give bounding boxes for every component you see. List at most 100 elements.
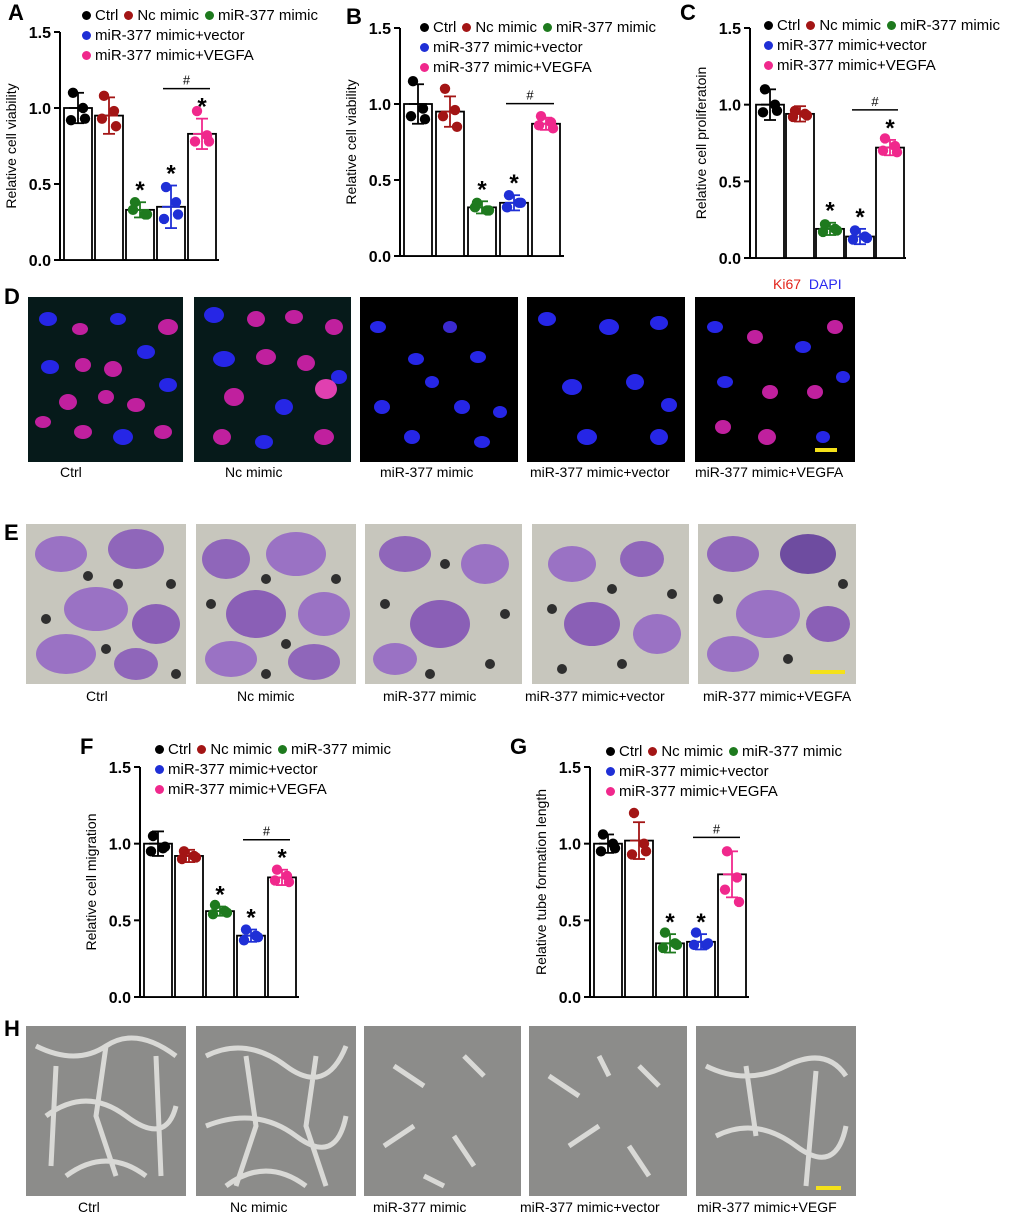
data-point: [671, 939, 683, 951]
data-point: [108, 105, 120, 117]
data-point: [240, 924, 252, 935]
bar-chart-g: 0.0 0.5 1.0 1.5 Relative tube formation leng…: [533, 760, 749, 1007]
bar-2: [435, 110, 465, 257]
transwell-image-vector: [532, 524, 689, 684]
significance-hash: #: [263, 824, 271, 839]
y-tick-label: 1.0: [109, 837, 131, 854]
data-point: [640, 846, 652, 857]
bar-2: [624, 839, 654, 998]
caption-e-3: miR-377 mimic: [383, 688, 477, 704]
legend-ctrl: Ctrl: [168, 741, 192, 758]
legend-dot-mimic: [277, 744, 287, 754]
data-point: [879, 133, 891, 144]
legend-dot-vegfa: [82, 50, 91, 60]
legend-nc: Nc mimic: [819, 17, 881, 34]
legend-dot-vegfa: [155, 784, 164, 794]
caption-e-4: miR-377 mimic+vector: [525, 688, 665, 704]
legend-dot-vegfa: [420, 62, 429, 72]
significance-hash: #: [183, 73, 191, 88]
legend-dot-vector: [606, 766, 615, 776]
legend-vegfa: miR-377 mimic+VEGFA: [433, 59, 592, 76]
y-tick-label: 1.0: [719, 98, 741, 115]
tube-image-vector: [529, 1026, 687, 1196]
data-point: [176, 853, 188, 865]
data-point: [731, 872, 743, 883]
data-point: [158, 213, 170, 225]
data-point: [597, 829, 609, 840]
legend-g: Ctrl Nc mimic miR-377 mimic miR-377 mimic+…: [606, 742, 848, 802]
data-point: [127, 204, 139, 216]
significance-star: *: [665, 909, 675, 936]
data-point: [626, 849, 638, 860]
legend-b: Ctrl Nc mimic miR-377 mimic miR-377 mimic+…: [420, 18, 662, 78]
legend-c: Ctrl Nc mimic miR-377 mimic miR-377 mimic+…: [764, 16, 1006, 76]
caption-h-1: Ctrl: [78, 1199, 100, 1215]
bar-5: [875, 146, 905, 259]
bar-5: [187, 132, 217, 261]
data-point: [801, 110, 813, 121]
data-point: [77, 102, 89, 114]
data-point: [817, 226, 829, 238]
panel-letter-d: D: [4, 284, 20, 309]
data-point: [147, 830, 159, 842]
legend-dot-vector: [764, 40, 773, 50]
legend-vector: miR-377 mimic+vector: [168, 761, 318, 778]
data-point: [271, 864, 283, 875]
bar-2: [785, 112, 815, 259]
tube-image-vegf: [696, 1026, 856, 1196]
significance-star: *: [855, 204, 865, 231]
caption-h-3: miR-377 mimic: [373, 1199, 467, 1215]
data-point: [759, 84, 771, 95]
ki67-dapi-micrograph: [707, 320, 850, 452]
data-point: [719, 884, 731, 895]
bar-2: [174, 855, 204, 998]
y-tick-label: 0.5: [719, 174, 741, 191]
ki67-label: Ki67: [773, 276, 802, 292]
caption-d-4: miR-377 mimic+vector: [530, 464, 670, 480]
y-tick-label: 0.5: [109, 913, 131, 930]
y-axis-label: Relative cell viability: [343, 79, 359, 204]
legend-dot-nc: [462, 22, 472, 32]
data-point: [451, 121, 463, 132]
stain-legend: Ki67 DAPI: [773, 276, 842, 292]
legend-mimic: miR-377 mimic: [555, 19, 656, 36]
dapi-label: DAPI: [808, 276, 842, 292]
tube-formation-micrograph: [704, 1055, 849, 1190]
legend-dot-vector: [82, 30, 91, 40]
bar-chart-a: 0.0 0.5 1.0 1.5 Relative cell viability * * * #: [3, 25, 219, 270]
data-point: [547, 123, 559, 134]
significance-hash: #: [713, 821, 721, 836]
legend-a: Ctrl Nc mimic miR-377 mimic miR-377 mimic+…: [82, 6, 324, 66]
legend-dot-vector: [155, 764, 164, 774]
y-axis-label: Relative tube formation length: [533, 789, 549, 975]
tube-image-ctrl: [26, 1026, 186, 1196]
ki67-dapi-micrograph: [204, 307, 347, 449]
transwell-image-ctrl: [26, 524, 186, 684]
caption-d-3: miR-377 mimic: [380, 464, 474, 480]
data-point: [221, 907, 233, 918]
data-point: [170, 197, 182, 208]
scale-bar: [816, 1186, 841, 1190]
caption-e-5: miR-377 mimic+VEGFA: [703, 688, 852, 704]
legend-vector: miR-377 mimic+vector: [433, 39, 583, 56]
legend-ctrl: Ctrl: [95, 7, 119, 24]
legend-ctrl: Ctrl: [433, 19, 457, 36]
data-point: [96, 113, 108, 124]
data-point: [65, 114, 77, 126]
y-tick-label: 1.0: [559, 837, 581, 854]
transwell-image-vegfa: [698, 524, 856, 684]
significance-star: *: [166, 161, 176, 188]
tube-formation-micrograph: [382, 1054, 486, 1189]
data-point: [98, 90, 110, 102]
data-point: [159, 841, 171, 852]
bar-1: [143, 842, 173, 998]
data-point: [861, 232, 873, 244]
legend-vector: miR-377 mimic+vector: [777, 37, 927, 54]
panel-letter-a: A: [8, 0, 24, 25]
fluorescence-image-vector: [527, 297, 685, 462]
legend-mimic: miR-377 mimic: [217, 7, 318, 24]
data-point: [141, 209, 153, 220]
legend-dot-mimic: [542, 22, 552, 32]
data-point: [628, 807, 640, 819]
data-point: [771, 105, 783, 117]
